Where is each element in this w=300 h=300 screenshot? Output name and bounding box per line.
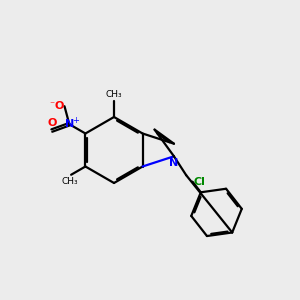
Text: O: O [47,118,56,128]
Text: ⁻: ⁻ [49,100,55,111]
Text: CH₃: CH₃ [106,90,122,99]
Text: Cl: Cl [194,177,206,187]
Text: O: O [54,101,64,111]
Text: N: N [169,158,178,168]
Text: +: + [73,116,80,125]
Text: CH₃: CH₃ [61,176,78,185]
Text: N: N [65,119,74,129]
